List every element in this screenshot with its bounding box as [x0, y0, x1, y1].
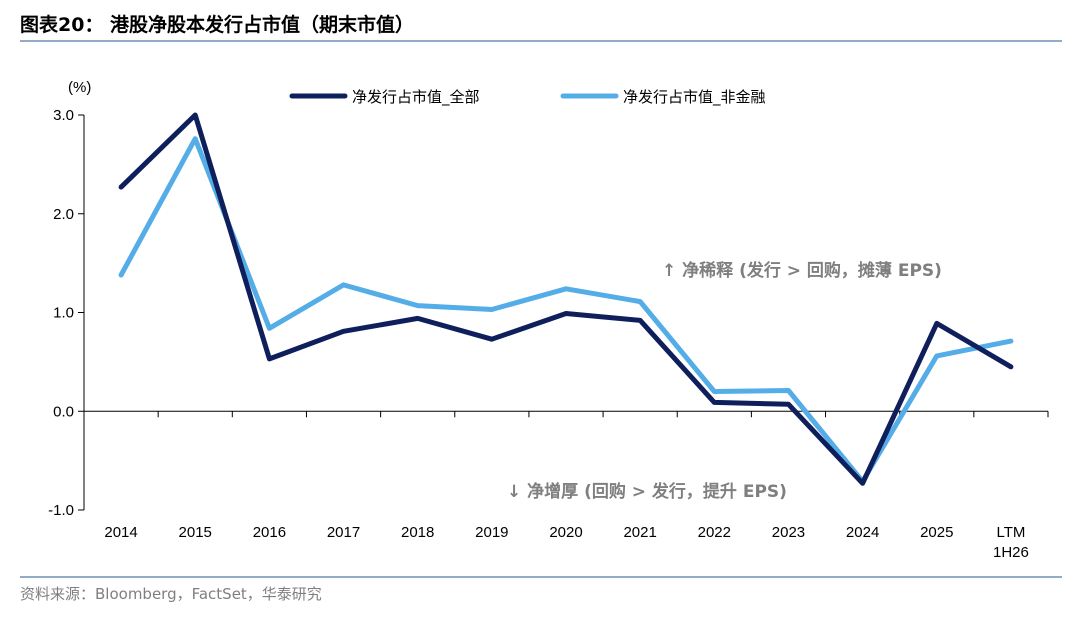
y-tick-label: 2.0: [53, 206, 74, 223]
source-note: 资料来源：Bloomberg，FactSet，华泰研究: [20, 585, 322, 603]
x-tick-label: 2019: [475, 524, 508, 541]
axes: 3.0 2.0 1.0 0.0 -1.0 2014 2015 2016 2017 2018 2019…: [48, 107, 1049, 561]
x-tick-label: 2023: [772, 524, 805, 541]
x-tick-label: 2018: [401, 524, 434, 541]
annotation-dilution: ↑ 净稀释 (发行 > 回购，摊薄 EPS): [662, 260, 942, 281]
plot-area: [118, 112, 1014, 486]
y-unit-label: (%): [68, 79, 91, 96]
series-line-all: [118, 112, 1014, 486]
x-tick-label: 2015: [179, 524, 212, 541]
x-tick-label: 2024: [846, 524, 879, 541]
annotation-accretion: ↓ 净增厚 (回购 > 发行，提升 EPS): [507, 481, 787, 502]
x-tick-label: 2016: [253, 524, 286, 541]
x-tick-label: 2020: [549, 524, 582, 541]
y-tick-label: 3.0: [53, 107, 74, 124]
x-tick-label: LTM: [996, 524, 1025, 541]
x-tick-label: 2025: [920, 524, 953, 541]
y-tick-label: -1.0: [48, 502, 74, 519]
legend-label-all: 净发行占市值_全部: [352, 88, 480, 107]
legend: 净发行占市值_全部 净发行占市值_非金融: [289, 88, 766, 107]
chart-title: 图表20： 港股净股本发行占市值（期末市值）: [20, 13, 414, 36]
y-tick-label: 0.0: [53, 403, 74, 420]
y-tick-label: 1.0: [53, 305, 74, 322]
x-tick-label: 2014: [104, 524, 137, 541]
x-tick-label: 2017: [327, 524, 360, 541]
x-tick-label: 1H26: [993, 544, 1029, 561]
legend-label-nonfin: 净发行占市值_非金融: [623, 88, 766, 107]
x-tick-label: 2022: [698, 524, 731, 541]
x-tick-label: 2021: [623, 524, 656, 541]
